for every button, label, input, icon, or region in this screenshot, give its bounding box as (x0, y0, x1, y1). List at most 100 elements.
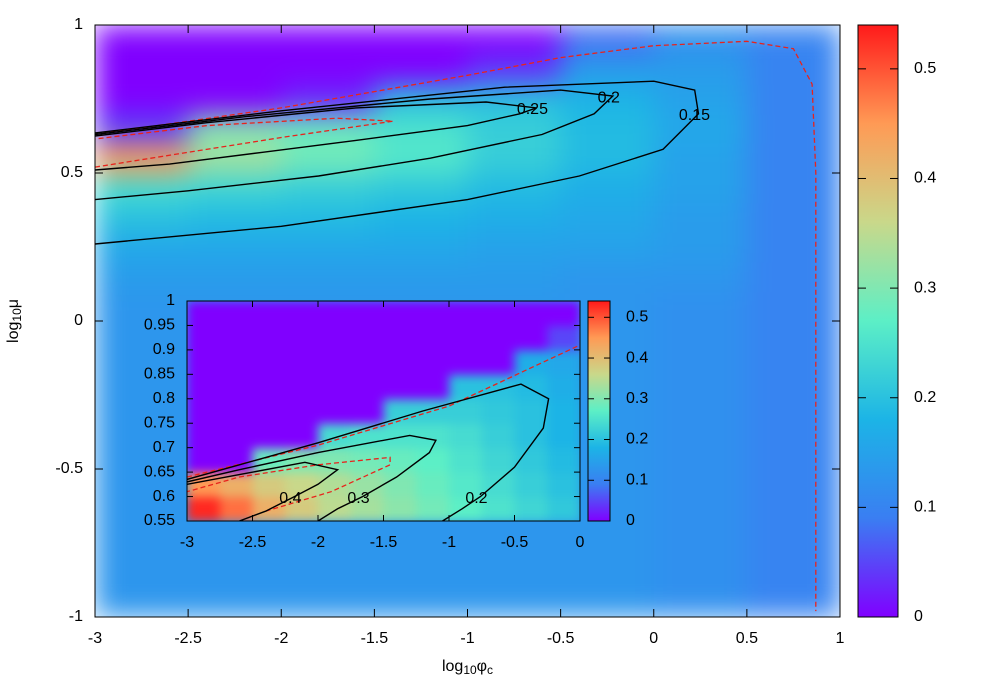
heatmap-cell (416, 374, 450, 400)
heatmap-cell (281, 202, 375, 233)
heatmap-cell (252, 398, 286, 424)
heatmap-cell (383, 325, 417, 351)
heatmap-cell (514, 325, 548, 351)
heatmap-cell (188, 143, 282, 174)
heatmap-cell (467, 202, 562, 233)
y-tick-label: 1 (74, 16, 83, 33)
heatmap-cell (746, 557, 840, 588)
dashed-contour (187, 456, 391, 512)
heatmap-cell (481, 301, 516, 327)
heatmap-cell (383, 472, 417, 498)
heatmap-cell (560, 143, 655, 174)
heatmap-cells (187, 301, 580, 521)
y-axis-label: log10μ (5, 299, 24, 343)
heatmap-cell (219, 398, 254, 424)
heatmap-cell (188, 528, 282, 559)
heatmap-cell (653, 587, 748, 617)
heatmap-cell (560, 84, 655, 115)
heatmap-cell (281, 261, 375, 292)
heatmap-cell (374, 143, 469, 174)
y-tick-label: 0.6 (153, 488, 175, 505)
heatmap-cell (467, 143, 562, 174)
contour-label: 0.3 (347, 490, 369, 507)
heatmap-cell (95, 261, 189, 292)
heatmap-cell (746, 469, 840, 500)
heatmap-cell (188, 54, 282, 85)
y-tick-label: 0.95 (144, 317, 175, 334)
contour-line (95, 101, 537, 171)
heatmap-cell (95, 469, 189, 500)
y-tick-label: 1 (166, 292, 175, 309)
heatmap-cell (653, 291, 748, 322)
heatmap-cell (318, 423, 352, 449)
heatmap-cell (187, 447, 221, 473)
contour-label: 0.2 (598, 89, 620, 106)
heatmap-cell (653, 350, 748, 381)
heatmap-cell (219, 423, 254, 449)
heatmap-cell (383, 301, 417, 327)
x-tick-label: -2 (274, 630, 288, 647)
colorbar-tick-label: 0.5 (914, 60, 936, 77)
heatmap-cell (560, 587, 655, 617)
heatmap-cell (467, 54, 562, 85)
heatmap-cell (467, 528, 562, 559)
y-tick-label: 0.75 (144, 414, 175, 431)
contour-line (187, 461, 340, 521)
heatmap-cell (95, 321, 189, 352)
heatmap-cell (653, 498, 748, 529)
heatmap-cell (95, 350, 189, 381)
heatmap-cell (187, 374, 221, 400)
heatmap-cell (547, 301, 580, 327)
x-tick-label: -1.5 (361, 630, 389, 647)
contour-label: 0.2 (465, 490, 487, 507)
heatmap-cell (374, 587, 469, 617)
heatmap-cell (449, 301, 483, 327)
heatmap-cell (416, 349, 450, 375)
heatmap-cell (187, 496, 221, 521)
heatmap-cell (374, 557, 469, 588)
y-tick-label: -0.5 (55, 460, 83, 477)
heatmap-cell (449, 374, 483, 400)
contour-line (187, 383, 550, 521)
heatmap-cell (560, 557, 655, 588)
heatmap-cell (746, 380, 840, 411)
heatmap-cell (653, 25, 748, 56)
heatmap-cell (653, 84, 748, 115)
heatmap-cell (383, 374, 417, 400)
heatmap-cell (746, 143, 840, 174)
heatmap-cell (95, 439, 189, 470)
heatmap-cell (547, 472, 580, 498)
heatmap-cell (219, 325, 254, 351)
axis-label-part: μ (5, 299, 22, 308)
heatmap-cell (416, 496, 450, 521)
heatmap-cell (252, 374, 286, 400)
heatmap-cell (188, 557, 282, 588)
heatmap-cell (653, 528, 748, 559)
y-tick-label: 0 (74, 312, 83, 329)
heatmap-cell (95, 528, 189, 559)
heatmap-cell (560, 173, 655, 204)
heatmap-cell (252, 423, 286, 449)
heatmap-cell (481, 447, 516, 473)
colorbar-tick-label: 0.2 (914, 389, 936, 406)
colorbar (587, 300, 611, 522)
heatmap-cell (416, 447, 450, 473)
heatmap-cell (281, 528, 375, 559)
heatmap-cell (187, 301, 221, 327)
heatmap-cell (95, 84, 189, 115)
colorbar-tick-label: 0.4 (914, 170, 936, 187)
heatmap-cell (514, 496, 548, 521)
heatmap-cell (467, 587, 562, 617)
colorbar-tick-label: 0.3 (914, 279, 936, 296)
x-tick-label: -3 (88, 630, 102, 647)
heatmap-cell (187, 423, 221, 449)
heatmap-cell (467, 25, 562, 56)
x-tick-label: 0 (649, 630, 658, 647)
heatmap-cell (547, 447, 580, 473)
axis-label-part: φ (477, 658, 487, 675)
heatmap-cell (653, 409, 748, 440)
heatmap-cell (653, 321, 748, 352)
x-tick-label: -2 (311, 534, 325, 551)
heatmap-cell (481, 472, 516, 498)
heatmap-cell (547, 496, 580, 521)
